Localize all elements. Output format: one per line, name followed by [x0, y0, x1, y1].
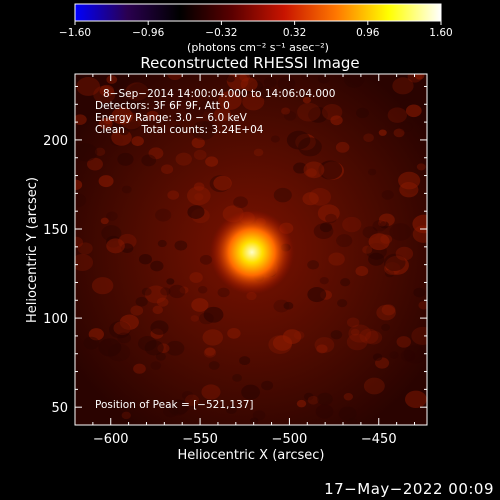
colorbar — [74, 3, 442, 22]
x-tick-label: −550 — [182, 432, 218, 447]
y-axis-ticks: 50 100 150 200 — [43, 85, 427, 416]
peak-position-label: Position of Peak = [−521,137] — [95, 399, 254, 411]
colorbar-tick-label: −1.60 — [59, 27, 91, 39]
colorbar-tick-label: 0.96 — [356, 27, 380, 39]
annotation-detectors: Detectors: 3F 6F 9F, Att 0 — [95, 100, 230, 112]
footer-timestamp: 17−May−2022 00:09 — [324, 480, 494, 498]
y-tick-label: 150 — [43, 223, 68, 238]
x-tick-label: −500 — [272, 432, 308, 447]
chart-title: Reconstructed RHESSI Image — [140, 54, 359, 72]
annotation-energy-range: Energy Range: 3.0 − 6.0 keV — [95, 112, 248, 124]
y-tick-label: 100 — [43, 312, 68, 327]
x-axis-ticks: −600 −550 −500 −450 — [92, 74, 415, 447]
y-tick-label: 200 — [43, 134, 68, 149]
annotation-time-range: 8−Sep−2014 14:00:04.000 to 14:06:04.000 — [103, 88, 335, 100]
colorbar-tick-label: −0.96 — [132, 27, 164, 39]
colorbar-tick-label: 1.60 — [429, 27, 452, 39]
x-axis-label: Heliocentric X (arcsec) — [178, 448, 325, 463]
annotation-clean-counts: Clean Total counts: 3.24E+04 — [95, 124, 264, 136]
colorbar-tick-label: −0.32 — [205, 27, 237, 39]
x-tick-label: −600 — [93, 432, 129, 447]
colorbar-tick-label: 0.32 — [283, 27, 306, 39]
heatmap-image — [75, 74, 427, 425]
flare-source — [209, 210, 294, 295]
y-axis-label: Heliocentric Y (arcsec) — [25, 177, 40, 323]
plot-frame — [74, 73, 428, 426]
colorbar-ticks: −1.60 −0.96 −0.32 0.32 0.96 1.60 — [59, 21, 453, 39]
y-tick-label: 50 — [51, 401, 68, 416]
x-tick-label: −450 — [361, 432, 397, 447]
colorbar-unit-label: (photons cm⁻² s⁻¹ asec⁻²) — [187, 41, 329, 54]
